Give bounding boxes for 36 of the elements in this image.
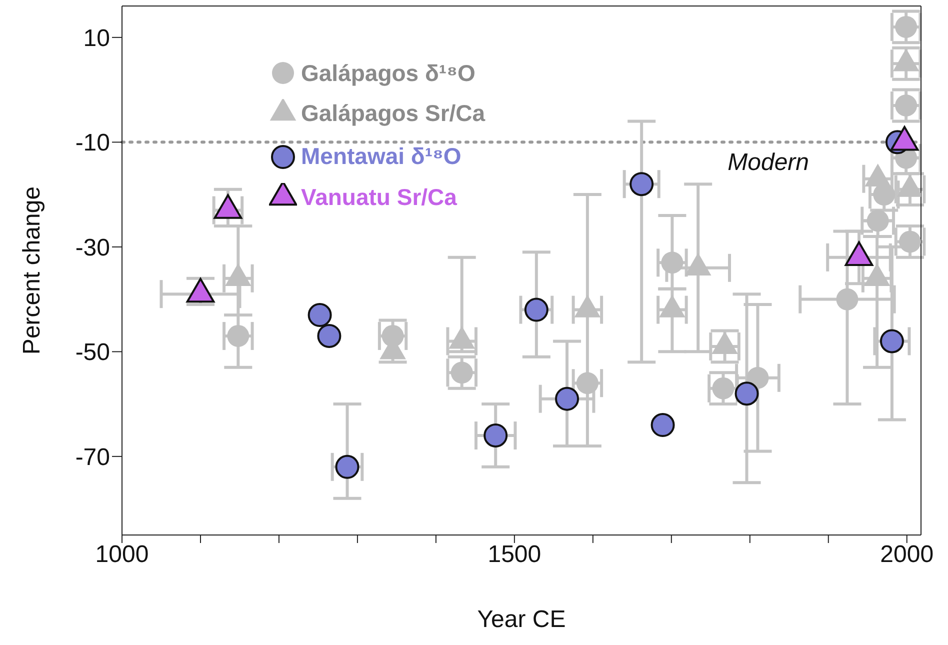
point xyxy=(734,382,759,406)
legend-label: Mentawai δ¹⁸O xyxy=(301,143,462,170)
legend-label: Vanuatu Sr/Ca xyxy=(301,184,457,210)
point xyxy=(895,16,918,38)
point xyxy=(450,362,473,384)
y-tick-label: 10 xyxy=(83,24,110,52)
legend-label: Galápagos Sr/Ca xyxy=(301,100,486,126)
y-tick-label: -70 xyxy=(75,444,110,471)
point xyxy=(899,230,921,253)
legend-label: Galápagos δ¹⁸O xyxy=(301,60,476,86)
x-tick-label: 1000 xyxy=(95,541,149,568)
point xyxy=(746,366,769,389)
x-tick-label: 1500 xyxy=(488,541,542,568)
point xyxy=(524,298,548,322)
x-tick-label: 2000 xyxy=(880,541,934,568)
point xyxy=(335,454,360,479)
y-tick-label: -50 xyxy=(75,339,110,366)
y-tick-label: -10 xyxy=(75,130,110,157)
point xyxy=(880,329,904,354)
point xyxy=(895,94,918,116)
point xyxy=(484,424,508,448)
point xyxy=(866,210,889,232)
point xyxy=(630,172,654,196)
point xyxy=(227,324,250,347)
point xyxy=(712,377,734,400)
point xyxy=(661,252,684,274)
ref-line-label: Modern xyxy=(728,149,809,176)
point xyxy=(317,324,342,348)
y-tick-label: -30 xyxy=(75,234,110,262)
point xyxy=(308,303,332,327)
point xyxy=(836,288,858,310)
x-axis-title: Year CE xyxy=(477,606,566,633)
point xyxy=(650,413,675,437)
point xyxy=(576,372,598,394)
y-axis-title: Percent change xyxy=(18,186,46,355)
point xyxy=(555,386,580,411)
